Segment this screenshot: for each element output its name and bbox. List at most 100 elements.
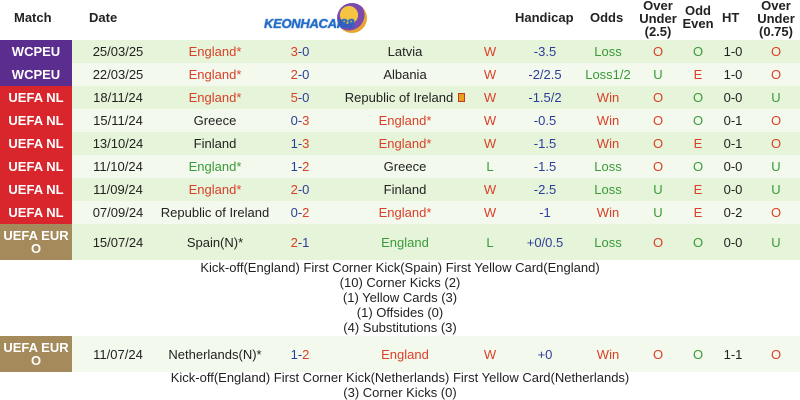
odd-even: O bbox=[680, 155, 716, 178]
match-row[interactable]: UEFA EURO 15/07/24 Spain(N)* 2-1 England L +0/… bbox=[0, 224, 800, 260]
header-odd-even: Odd Even bbox=[682, 3, 714, 31]
home-team[interactable]: England* bbox=[150, 178, 280, 201]
header-over-under-25: Over Under (2.5) bbox=[639, 0, 677, 39]
match-row[interactable]: UEFA NL 11/09/24 England* 2-0 Finland W -2.5 Lo… bbox=[0, 178, 800, 201]
half-time-score: 0-1 bbox=[715, 109, 751, 132]
home-team[interactable]: Spain(N)* bbox=[150, 224, 280, 260]
over-under-25-text: O bbox=[652, 234, 664, 250]
odd-even-text: E bbox=[693, 182, 703, 197]
match-row[interactable]: UEFA NL 11/10/24 England* 1-2 Greece L -1.5 Los… bbox=[0, 155, 800, 178]
odds-result: Loss bbox=[580, 155, 636, 178]
home-team[interactable]: Greece bbox=[150, 109, 280, 132]
site-logo: KEONHACAI88 bbox=[262, 2, 372, 42]
odd-even: O bbox=[680, 336, 716, 372]
home-team-text: Republic of Ireland bbox=[160, 205, 270, 220]
over-under-075-text: U bbox=[771, 90, 781, 105]
home-team[interactable]: England* bbox=[150, 40, 280, 63]
away-team[interactable]: Republic of Ireland bbox=[330, 86, 480, 109]
match-row[interactable]: WCPEU 25/03/25 England* 3-0 Latvia W -3.5 Loss O… bbox=[0, 40, 800, 63]
competition-badge[interactable]: UEFA EURO bbox=[0, 224, 72, 260]
home-team[interactable]: England* bbox=[150, 155, 280, 178]
header-date: Date bbox=[89, 10, 118, 25]
odds-result-text: Win bbox=[596, 113, 620, 128]
over-under-075-text: O bbox=[770, 113, 782, 128]
match-row[interactable]: UEFA NL 18/11/24 England* 5-0 Republic of Ir… bbox=[0, 86, 800, 109]
match-date: 11/07/24 bbox=[74, 336, 162, 372]
away-team[interactable]: England* bbox=[330, 201, 480, 224]
competition-badge[interactable]: UEFA EURO bbox=[0, 336, 72, 372]
home-team[interactable]: Republic of Ireland bbox=[150, 201, 280, 224]
half-time-score: 1-1 bbox=[715, 336, 751, 372]
match-row[interactable]: UEFA NL 13/10/24 Finland 1-3 England* W -1.5 Wi… bbox=[0, 132, 800, 155]
over-under-25: O bbox=[640, 86, 676, 109]
odds-result: Win bbox=[580, 336, 636, 372]
away-team[interactable]: England bbox=[330, 336, 480, 372]
handicap-text: -3.5 bbox=[533, 44, 557, 59]
score-home: 1 bbox=[290, 159, 298, 174]
match-date: 15/11/24 bbox=[74, 109, 162, 132]
away-team[interactable]: Albania bbox=[330, 63, 480, 86]
match-date-text: 11/09/24 bbox=[93, 182, 143, 197]
odds-result: Loss bbox=[580, 40, 636, 63]
score-home: 2 bbox=[290, 182, 298, 197]
score-home: 2 bbox=[290, 67, 298, 82]
score-away: 2 bbox=[302, 346, 310, 362]
score-home: 1 bbox=[290, 346, 298, 362]
over-under-25: O bbox=[640, 224, 676, 260]
away-team[interactable]: Finland bbox=[330, 178, 480, 201]
away-team-text: Albania bbox=[383, 67, 427, 82]
score-separator: - bbox=[297, 234, 303, 250]
away-team[interactable]: England* bbox=[330, 109, 480, 132]
match-row[interactable]: UEFA NL 15/11/24 Greece 0-3 England* W -0.5 Win… bbox=[0, 109, 800, 132]
logo-text: KEONHACAI88 bbox=[264, 16, 354, 31]
match-row[interactable]: UEFA NL 07/09/24 Republic of Ireland 0-2 Eng… bbox=[0, 201, 800, 224]
score-separator: - bbox=[297, 182, 303, 197]
over-under-075-text: O bbox=[770, 136, 782, 151]
result-text: W bbox=[483, 136, 497, 151]
away-team[interactable]: England* bbox=[330, 132, 480, 155]
competition-badge[interactable]: UEFA NL bbox=[0, 86, 72, 109]
odd-even-text: E bbox=[693, 205, 703, 220]
score-separator: - bbox=[297, 346, 303, 362]
away-team[interactable]: Greece bbox=[330, 155, 480, 178]
match-row[interactable]: WCPEU 22/03/25 England* 2-0 Albania W -2/2.5 Lo… bbox=[0, 63, 800, 86]
home-team[interactable]: England* bbox=[150, 63, 280, 86]
home-team-text: Spain(N)* bbox=[186, 234, 244, 250]
match-stat-line: Kick-off(England) First Corner Kick(Neth… bbox=[170, 370, 630, 385]
result: L bbox=[478, 155, 502, 178]
competition-badge[interactable]: UEFA NL bbox=[0, 109, 72, 132]
row-background bbox=[72, 40, 800, 63]
away-team[interactable]: Latvia bbox=[330, 40, 480, 63]
odd-even-text: O bbox=[692, 90, 704, 105]
over-under-25-text: U bbox=[653, 67, 663, 82]
over-under-075: O bbox=[756, 40, 796, 63]
odd-even: E bbox=[680, 63, 716, 86]
odds-result-text: Loss bbox=[594, 159, 622, 174]
odds-result-text: Win bbox=[596, 136, 620, 151]
home-team[interactable]: England* bbox=[150, 86, 280, 109]
competition-badge[interactable]: UEFA NL bbox=[0, 201, 72, 224]
competition-badge[interactable]: UEFA NL bbox=[0, 132, 72, 155]
competition-badge[interactable]: WCPEU bbox=[0, 40, 72, 63]
match-row[interactable]: UEFA EURO 11/07/24 Netherlands(N)* 1-2 Engla… bbox=[0, 336, 800, 372]
result-text: L bbox=[486, 234, 494, 250]
home-team[interactable]: Finland bbox=[150, 132, 280, 155]
match-stat-line: (3) Corner Kicks (0) bbox=[343, 385, 457, 400]
over-under-075: O bbox=[756, 109, 796, 132]
result-text: W bbox=[483, 346, 497, 362]
over-under-075: U bbox=[756, 155, 796, 178]
competition-badge[interactable]: UEFA NL bbox=[0, 155, 72, 178]
row-background bbox=[72, 336, 800, 372]
away-team[interactable]: England bbox=[330, 224, 480, 260]
handicap: -1.5 bbox=[510, 132, 580, 155]
competition-badge[interactable]: UEFA NL bbox=[0, 178, 72, 201]
row-background bbox=[72, 224, 800, 260]
match-date: 13/10/24 bbox=[74, 132, 162, 155]
score: 2-0 bbox=[280, 178, 320, 201]
header-over-under-075: Over Under (0.75) bbox=[757, 0, 795, 39]
competition-badge[interactable]: WCPEU bbox=[0, 63, 72, 86]
match-date-text: 22/03/25 bbox=[92, 67, 144, 82]
odds-result: Win bbox=[580, 132, 636, 155]
home-team[interactable]: Netherlands(N)* bbox=[150, 336, 280, 372]
handicap-text: +0 bbox=[537, 346, 553, 362]
